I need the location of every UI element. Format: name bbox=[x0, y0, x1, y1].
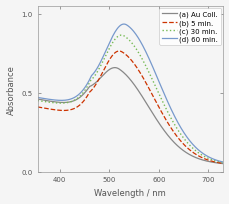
X-axis label: Wavelength / nm: Wavelength / nm bbox=[94, 188, 166, 197]
Y-axis label: Absorbance: Absorbance bbox=[7, 64, 16, 114]
Legend: (a) Au Coll., (b) 5 min., (c) 30 min., (d) 60 min.: (a) Au Coll., (b) 5 min., (c) 30 min., (… bbox=[158, 9, 220, 45]
